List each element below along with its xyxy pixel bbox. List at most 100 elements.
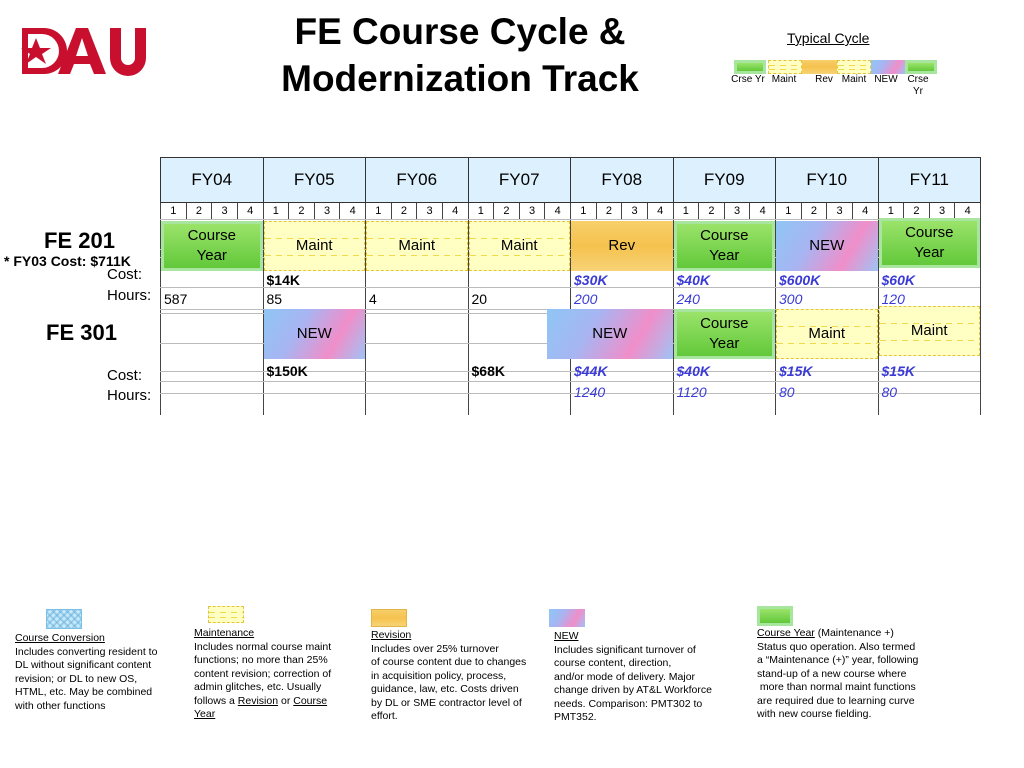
legend-maintenance-line: functions; no more than 25% xyxy=(194,654,328,666)
quarter-cell: 4 xyxy=(544,203,570,219)
quarter-cell: 2 xyxy=(185,203,212,219)
legend-revision-title: Revision xyxy=(371,629,412,641)
fe201-cost-fy11: $60K xyxy=(881,272,915,288)
page-title: FE Course Cycle & Modernization Track xyxy=(230,8,690,102)
fe201-hour-fy06: 4 xyxy=(369,291,377,307)
quarter-cell: 2 xyxy=(595,203,622,219)
title-line-1: FE Course Cycle & xyxy=(294,11,626,52)
fe301-cost-fy09: $40K xyxy=(676,363,710,379)
grid-hline xyxy=(160,249,980,250)
legend-revision-line: in acquisition policy, process, xyxy=(371,669,507,682)
fe201-phase-fy06: Maint xyxy=(366,221,468,271)
typical-cycle-crse-yr-swatch xyxy=(734,60,766,74)
fe201-hour-fy10: 300 xyxy=(779,291,803,307)
fe201-phase-label: Rev xyxy=(608,237,636,254)
quarter-cell: 3 xyxy=(826,203,852,219)
legend-new-swatch xyxy=(549,609,585,627)
fe201-hour-fy09: 240 xyxy=(676,291,700,307)
fy-header-fy06: FY06 xyxy=(365,157,469,203)
fe301-phase-fy10: Maint xyxy=(776,309,878,359)
typical-cycle-crse-yr2-swatch xyxy=(905,60,937,74)
legend-new: NEW Includes significant turnover of cou… xyxy=(554,630,739,725)
legend-conversion-title: Course Conversion xyxy=(15,632,105,644)
fy-header-fy11: FY11 xyxy=(877,157,981,203)
quarter-cell: 2 xyxy=(800,203,827,219)
legend-conversion-line: with other functions xyxy=(15,699,106,712)
fe301-hour-fy08: 1240 xyxy=(574,384,606,400)
quarter-cell: 3 xyxy=(723,203,750,219)
legend-new-line: and/or mode of delivery. Major xyxy=(554,670,696,683)
fe201-note: * FY03 Cost: $711K xyxy=(4,253,131,269)
legend-revision-line: of course content due to changes xyxy=(371,656,527,668)
legend-new-line: needs. Comparison: PMT302 to xyxy=(554,697,703,710)
fe201-phase-label: NEW xyxy=(809,237,845,254)
fe201-phase-fy04: Course Year xyxy=(161,221,263,271)
quarter-cell: 3 xyxy=(211,203,237,219)
grid-hline xyxy=(160,287,980,288)
legend-revision-line: by DL or SME contractor level of xyxy=(371,696,522,709)
fe201-phase-fy07: Maint xyxy=(468,221,570,271)
legend-maintenance-text: follows a xyxy=(194,694,238,707)
quarter-cell: 1 xyxy=(672,203,699,219)
legend-course-year-line: Status quo operation. Also termed xyxy=(757,640,916,653)
fe201-cost-fy10: $600K xyxy=(779,272,821,288)
fe301-phase-label: Maint xyxy=(808,325,846,342)
legend-course-year-line: stand-up of a new course where xyxy=(757,667,907,680)
quarter-cell: 1 xyxy=(467,203,494,219)
fe201-cost-fy09: $40K xyxy=(676,272,710,288)
fe301-phase-fy05: NEW xyxy=(263,309,365,359)
quarter-cell: 2 xyxy=(493,203,519,219)
fe301-phase-label: NEW xyxy=(296,325,332,342)
legend-maintenance-line: Includes normal course maint xyxy=(194,640,332,653)
fe201-phase-fy08: Rev xyxy=(571,221,673,271)
quarter-cell: 1 xyxy=(570,203,596,219)
legend-new-line: change driven by AT&L Workforce xyxy=(554,684,712,696)
quarter-cell: 4 xyxy=(339,203,365,219)
fe201-hour-fy11: 120 xyxy=(881,291,905,307)
legend-course-year-line: more than normal maint functions xyxy=(757,681,916,693)
typical-cycle-label-1: Crse Yr xyxy=(731,74,765,85)
legend-conversion-swatch xyxy=(46,609,82,629)
legend-course-year-line: a “Maintenance (+)” year, following xyxy=(757,654,919,666)
quarter-cell: 4 xyxy=(851,203,878,219)
fe201-hour-fy04: 587 xyxy=(164,291,188,307)
title-line-2: Modernization Track xyxy=(281,58,639,99)
legend-course-year-swatch xyxy=(757,606,793,626)
quarter-cell: 2 xyxy=(390,203,417,219)
fe201-phase-fy05: Maint xyxy=(263,221,365,271)
grid-vline xyxy=(980,203,981,415)
legend-maintenance-line-last: follows a Revision or Course xyxy=(194,695,369,709)
legend-course-year-title: Course Year xyxy=(757,627,815,639)
fe301-hour-fy10: 80 xyxy=(779,384,795,400)
fe201-hour-fy05: 85 xyxy=(266,291,283,307)
legend-conversion-line: Includes converting resident to xyxy=(15,645,158,658)
fe201-phase-fy11: Course Year xyxy=(878,218,980,268)
quarter-cell: 1 xyxy=(160,203,186,219)
fe201-phase-label: Course Year xyxy=(700,227,749,264)
grid-hline xyxy=(160,371,980,372)
legend-course-year-title-suffix: (Maintenance +) xyxy=(814,627,894,639)
fy-header-fy09: FY09 xyxy=(672,157,776,203)
typical-cycle-label-2: Maint xyxy=(771,74,797,85)
quarter-cell: 1 xyxy=(877,203,904,219)
quarter-cell: 2 xyxy=(698,203,724,219)
legend-maintenance-course-year-ref-2: Year xyxy=(194,708,216,720)
legend-maintenance-title: Maintenance xyxy=(194,627,255,639)
fe201-phase-label: Maint xyxy=(295,237,333,254)
fe301-phase-label: Course Year xyxy=(700,315,749,352)
legend-revision-line: guidance, law, etc. Costs driven xyxy=(371,683,519,695)
fe301-cost-label: Cost: xyxy=(107,367,143,384)
legend-revision-line: Includes over 25% turnover xyxy=(371,642,499,655)
fe301-name: FE 301 xyxy=(46,320,117,345)
quarter-cell: 3 xyxy=(928,203,955,219)
quarter-cell: 3 xyxy=(416,203,442,219)
fe301-cost-fy08: $44K xyxy=(574,363,608,379)
fe301-hours-label: Hours: xyxy=(107,387,152,404)
quarter-cell: 4 xyxy=(749,203,775,219)
fy-header-fy07: FY07 xyxy=(467,157,571,203)
typical-cycle-maint2-swatch xyxy=(837,60,871,74)
grid-hline xyxy=(160,219,980,220)
grid-hline xyxy=(160,257,980,258)
fe301-phase-fy08: NEW xyxy=(547,309,673,359)
